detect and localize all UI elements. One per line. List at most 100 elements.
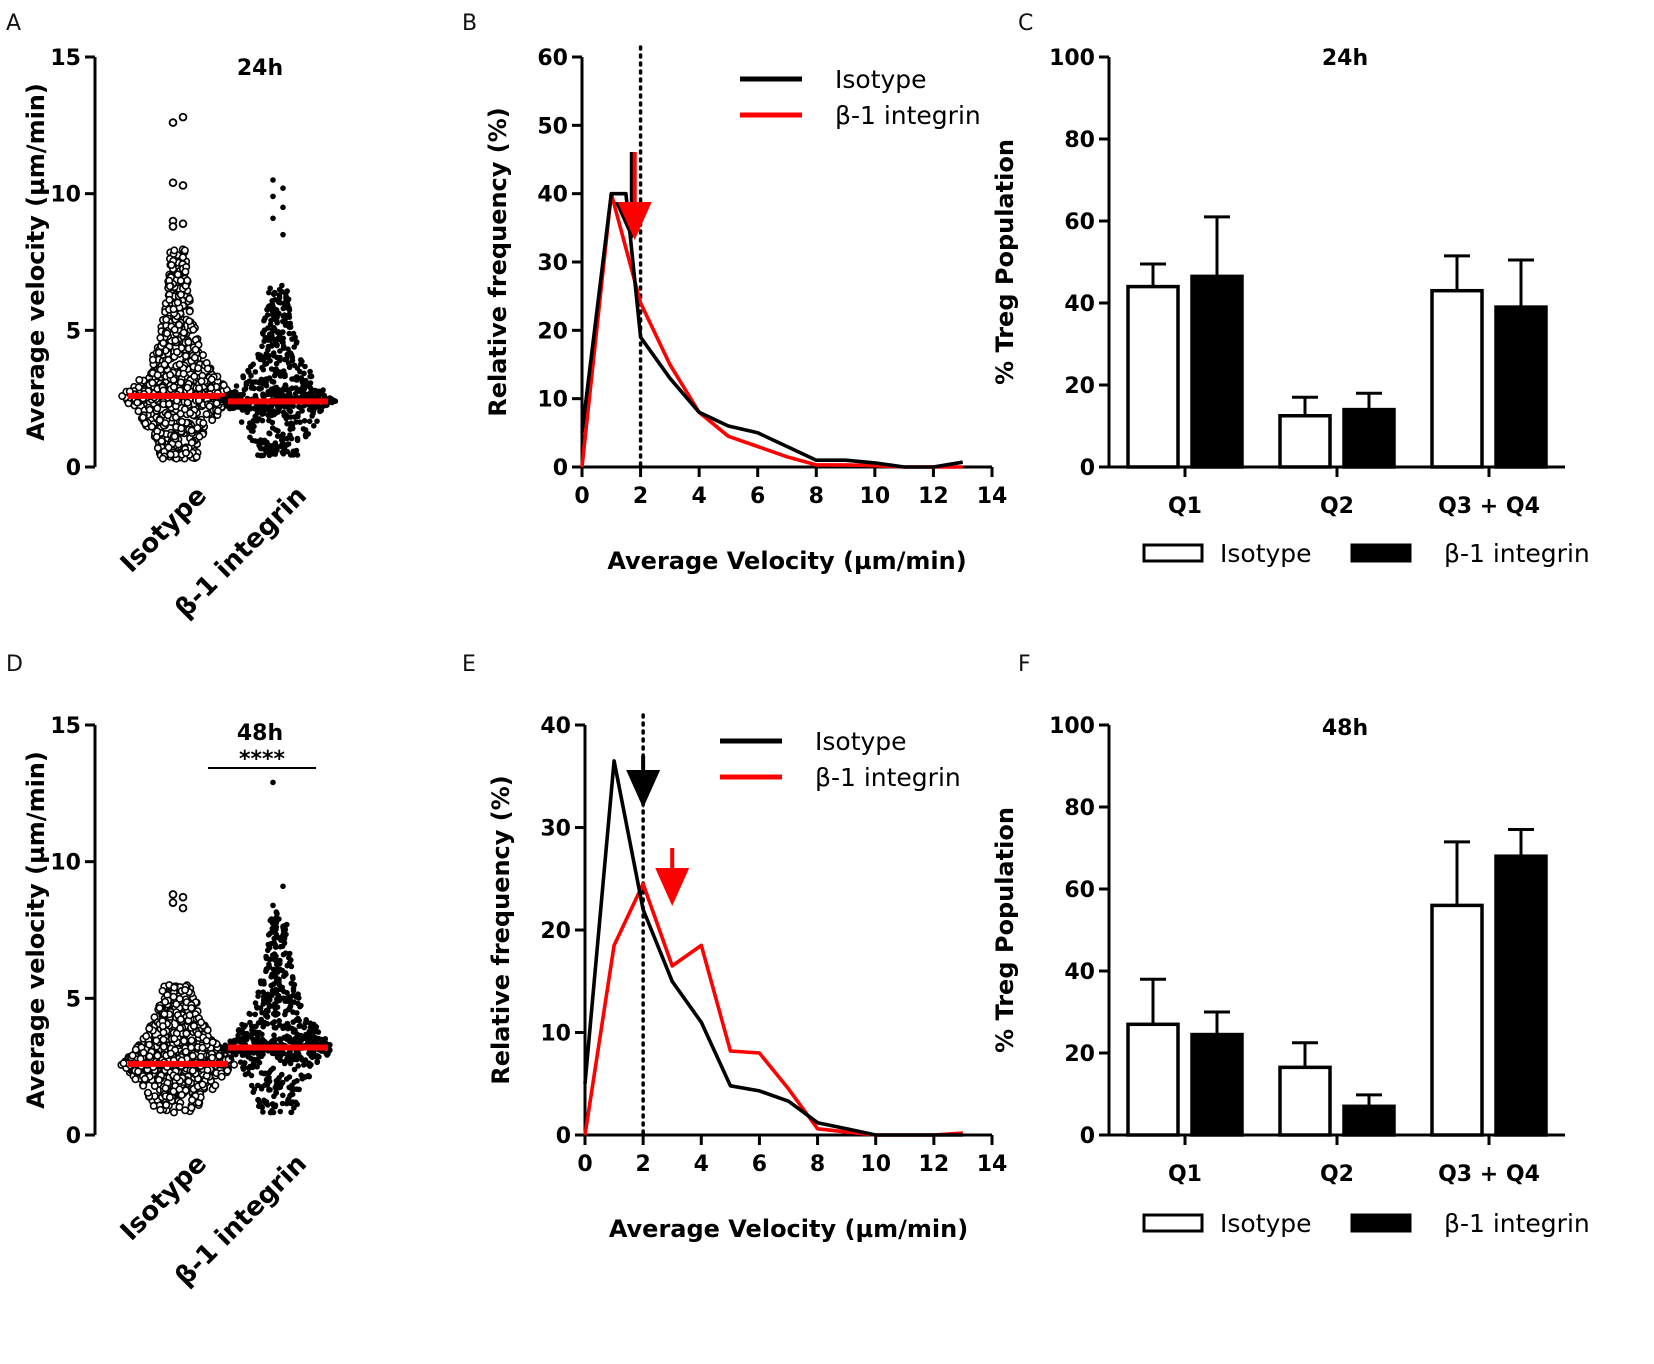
x-tick-label: 14 <box>977 484 1008 509</box>
data-point <box>272 290 278 297</box>
data-point <box>152 432 161 441</box>
data-point <box>285 1025 291 1032</box>
data-point <box>277 1053 284 1059</box>
y-axis-title: % Treg Population <box>991 139 1019 385</box>
data-point <box>267 358 273 364</box>
data-point <box>259 411 266 417</box>
data-point <box>326 1046 333 1053</box>
data-point <box>274 433 281 439</box>
data-point <box>170 246 179 255</box>
data-point <box>196 1052 205 1061</box>
bar-b1-integrin <box>1190 1032 1244 1137</box>
y-tick-label: 40 <box>537 183 568 208</box>
significance-stars: **** <box>239 747 286 772</box>
data-point <box>265 1000 272 1006</box>
data-point <box>170 983 179 992</box>
data-point <box>314 418 320 425</box>
y-tick-label: 40 <box>540 714 571 739</box>
data-point <box>159 1035 168 1044</box>
y-tick-label: 80 <box>1064 128 1095 153</box>
data-point <box>180 405 189 414</box>
data-point <box>212 399 221 408</box>
data-point <box>272 1001 278 1007</box>
data-point <box>161 997 170 1006</box>
category-label: Isotype <box>115 1149 213 1247</box>
series-line-isotype <box>580 191 963 469</box>
data-point <box>274 996 280 1002</box>
data-point <box>219 381 228 390</box>
outlier-point <box>270 902 276 909</box>
data-point <box>287 1092 293 1099</box>
data-point <box>274 934 281 941</box>
data-point <box>294 1086 300 1092</box>
data-point <box>260 366 267 373</box>
outlier-point <box>280 185 286 191</box>
data-point <box>265 325 271 331</box>
data-point <box>173 298 182 307</box>
x-axis-title: Average Velocity (µm/min) <box>607 547 966 575</box>
data-point <box>148 355 157 364</box>
data-point <box>288 963 295 970</box>
data-point <box>281 412 288 419</box>
data-point <box>283 301 289 308</box>
data-point <box>185 317 194 326</box>
data-point <box>283 1076 290 1082</box>
x-tick-label: 6 <box>752 1152 767 1177</box>
bar-isotype <box>1126 284 1180 469</box>
data-point <box>162 1101 171 1110</box>
data-point <box>166 370 175 379</box>
outlier-point <box>168 890 178 899</box>
data-point <box>160 1010 169 1019</box>
data-point <box>275 392 282 399</box>
data-point <box>268 1067 274 1073</box>
outlier-point <box>270 215 276 222</box>
data-point <box>161 1084 170 1093</box>
data-point <box>284 420 290 427</box>
data-point <box>292 391 299 397</box>
data-point <box>275 329 282 335</box>
data-point <box>140 1074 149 1083</box>
data-point <box>261 354 267 361</box>
y-tick-label: 5 <box>66 987 81 1012</box>
data-point <box>160 360 169 369</box>
data-point <box>280 305 287 312</box>
data-point <box>300 426 307 432</box>
data-point <box>258 385 265 392</box>
data-point <box>254 410 261 416</box>
data-point <box>187 426 196 435</box>
data-point <box>307 368 313 375</box>
panel-label-D: D <box>6 652 23 677</box>
data-point <box>250 1089 257 1095</box>
data-point <box>280 431 286 438</box>
data-point <box>197 377 206 386</box>
data-point <box>175 360 184 369</box>
data-point <box>285 1006 292 1013</box>
data-point <box>294 374 300 380</box>
bar-isotype <box>1278 414 1332 469</box>
data-point <box>250 428 256 434</box>
data-point <box>148 378 157 387</box>
y-tick-label: 50 <box>537 114 568 139</box>
x-tick-label: 14 <box>977 1152 1008 1177</box>
data-point <box>287 452 294 458</box>
data-point <box>245 367 251 374</box>
data-point <box>185 294 194 303</box>
data-point <box>319 1036 325 1043</box>
data-point <box>165 295 174 304</box>
y-tick-label: 10 <box>540 1022 571 1047</box>
data-point <box>274 354 280 361</box>
data-point <box>280 1092 286 1099</box>
data-point <box>277 944 284 950</box>
data-point <box>203 1026 212 1035</box>
data-point <box>281 373 288 380</box>
data-point <box>265 343 272 350</box>
data-point <box>278 443 285 450</box>
data-point <box>260 1001 267 1007</box>
data-point <box>158 454 167 463</box>
data-point <box>298 1032 304 1039</box>
data-point <box>287 1060 294 1067</box>
data-point <box>180 1036 189 1045</box>
data-point <box>158 986 167 995</box>
x-tick-label: Q1 <box>1168 494 1202 519</box>
data-point <box>262 1038 268 1045</box>
